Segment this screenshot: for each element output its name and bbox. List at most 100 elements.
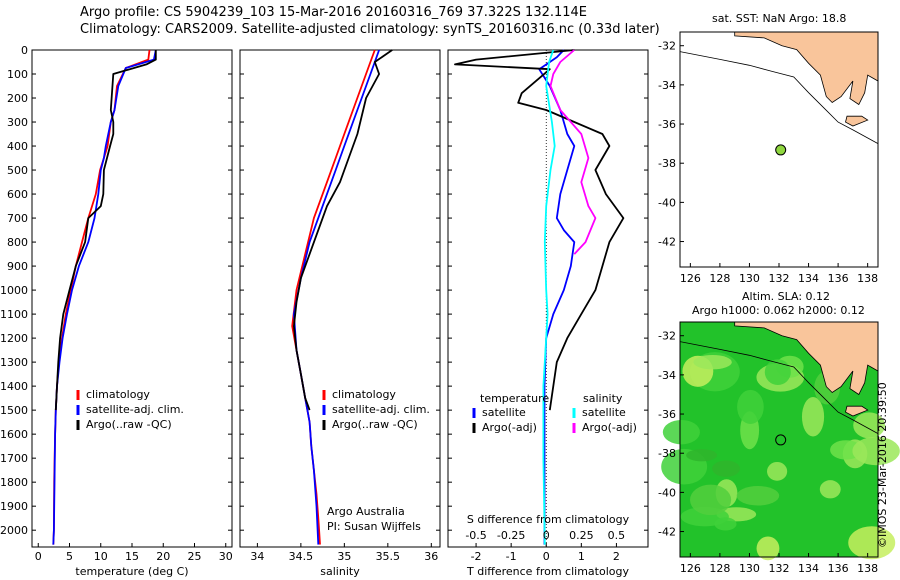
x-tick-label-2-3: 35.5 [376,550,401,563]
map-bottom-blob-6 [801,396,825,437]
map-top-isobath [679,51,879,144]
map-bottom-blob-25 [737,389,764,424]
legend3-label-0: satellite [482,406,526,419]
map-top-lat-label-2: -36 [658,118,676,131]
argo-location-marker [775,434,787,446]
map-top-lon-label-6: 138 [857,272,878,285]
map-bottom-lon-label-3: 132 [769,562,790,575]
credit-label: ©IMOS 23-Mar-2016 20:39:50 [876,382,889,548]
header-line-2: Climatology: CARS2009. Satellite-adjuste… [80,22,660,37]
series-2-2 [292,49,393,411]
map-bottom-blob-26 [693,354,732,370]
y-tick-label-4: 400 [7,140,28,153]
map-bottom [661,321,900,561]
legend-group-temperature: temperature [480,392,549,405]
y-tick-label-17: 1700 [0,452,28,465]
series-3-3 [549,49,597,255]
map-top-lat-label-3: -38 [658,157,676,170]
plot-frame-1 [31,49,233,548]
map-bottom-blob-21 [690,484,732,516]
legend3-label-1: Argo(-adj) [482,421,537,434]
y-tick-label-6: 600 [7,188,28,201]
y-tick-label-19: 1900 [0,500,28,513]
map-bottom-isobath [679,341,879,434]
map-top-lon-label-1: 128 [709,272,730,285]
x-tick-label-1-3: 15 [125,550,139,563]
header-line-1: Argo profile: CS 5904239_103 15-Mar-2016… [80,5,588,20]
x-tick-label-2-4: 36 [424,550,438,563]
y-tick-label-20: 2000 [0,524,28,537]
map-top-lon-label-4: 134 [798,272,819,285]
map-top-lat-label-4: -40 [658,196,676,209]
legend-label-1-2: Argo(..raw -QC) [86,418,172,431]
map-bottom-blob-12 [853,412,886,439]
legend-label-2-1: satellite-adj. clim. [332,403,430,416]
map-bottom-lat-label-0: -32 [658,330,676,343]
map-bottom-lat-label-2: -36 [658,408,676,421]
legend-label-2-2: Argo(..raw -QC) [332,418,418,431]
x-tick-label-1-1: 5 [66,550,73,563]
map-bottom-blob-17 [736,486,780,506]
map-bottom-lon-label-1: 128 [709,562,730,575]
x-tick-label-1-2: 10 [94,550,108,563]
x-tick-label-3-0: -2 [471,550,482,563]
map-top-lon-label-2: 130 [739,272,760,285]
map-top-lat-label-5: -42 [658,236,676,249]
map-top-lon-label-5: 136 [828,272,849,285]
map-bottom-land [734,321,879,396]
legend-label-2-0: climatology [332,388,396,401]
map-top-island [845,115,869,127]
x-tick-label-1-5: 25 [188,550,202,563]
x-tick-label-1-0: 0 [35,550,42,563]
y-tick-label-8: 800 [7,236,28,249]
y-tick-label-14: 1400 [0,380,28,393]
map-bottom-lat-label-3: -38 [658,447,676,460]
x-axis-label-1: temperature (deg C) [75,565,188,578]
map-bottom-blob-24 [764,359,791,385]
map-bottom-blob-27 [686,449,718,462]
y-tick-label-13: 1300 [0,356,28,369]
x-tick-label-2-1: 34.5 [289,550,314,563]
y-tick-label-11: 1100 [0,308,28,321]
map-bottom-lon-label-6: 138 [857,562,878,575]
map-bottom-blob-18 [662,419,700,445]
x-tick-label-3-4: 2 [613,550,620,563]
legend3-label-3: Argo(-adj) [582,421,637,434]
y-tick-label-3: 300 [7,116,28,129]
map-bottom-blob-5 [756,536,780,561]
map-bottom-title-2: Argo h1000: 0.062 h2000: 0.12 [692,304,865,317]
secondary-tick-1: -0.25 [497,529,525,542]
map-top-lat-label-1: -34 [658,79,676,92]
map-bottom-blob-22 [714,517,737,531]
y-tick-label-0: 0 [21,44,28,57]
series-1-1 [52,49,157,545]
y-tick-label-18: 1800 [0,476,28,489]
map-bottom-blob-0 [767,461,788,481]
x-tick-label-3-2: 0 [543,550,550,563]
map-bottom-lon-label-4: 134 [798,562,819,575]
x-tick-label-3-3: 1 [578,550,585,563]
map-bottom-lon-label-5: 136 [828,562,849,575]
map-bottom-lat-label-1: -34 [658,369,676,382]
y-tick-label-7: 700 [7,212,28,225]
x-axis-label-2: salinity [320,565,360,578]
y-tick-label-5: 500 [7,164,28,177]
annotation-1: Argo Australia [327,505,405,518]
plot-frame-2 [239,49,441,548]
secondary-tick-2: 0 [543,529,550,542]
x-tick-label-2-2: 35 [337,550,351,563]
y-tick-label-9: 900 [7,260,28,273]
map-bottom-lon-label-2: 130 [739,562,760,575]
y-tick-label-15: 1500 [0,404,28,417]
map-bottom-blob-19 [852,436,900,466]
secondary-tick-0: -0.5 [465,529,486,542]
map-bottom-lat-label-4: -40 [658,486,676,499]
series-1-2 [54,50,157,411]
x-axis-label-3: T difference from climatology [466,565,629,578]
y-tick-label-1: 100 [7,68,28,81]
map-top-lat-label-0: -32 [658,40,676,53]
map-bottom-blob-10 [819,480,841,499]
x-tick-label-1-4: 20 [156,550,170,563]
secondary-tick-4: 0.5 [608,529,626,542]
